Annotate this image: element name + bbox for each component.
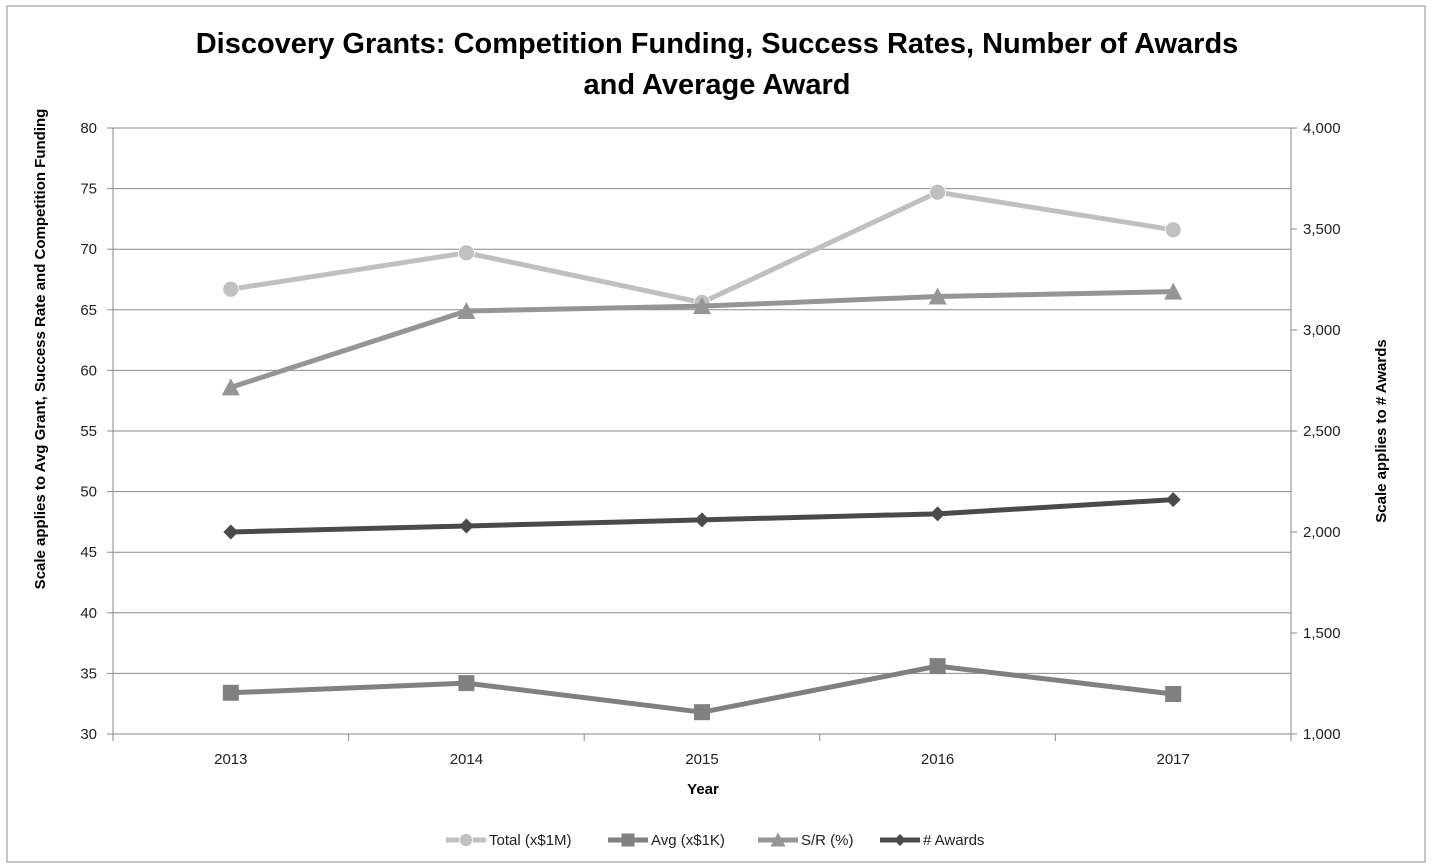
series [221,183,1183,721]
data-point-s-r-2013 [221,378,240,396]
y-right-tick-label: 2,000 [1303,524,1341,541]
y-left-tick-label: 65 [80,302,97,319]
legend-marker-total-x-1m [459,833,473,847]
data-point-awards-2013 [223,524,239,540]
legend-label-s-r: S/R (%) [801,832,854,849]
y-right-tick-label: 4,000 [1303,120,1341,137]
y-axis-right-title: Scale applies to # Awards [1373,339,1390,522]
data-point-awards-2017 [1165,492,1181,508]
y-left-tick-label: 45 [80,544,97,561]
y-axis-left-title: Scale applies to Avg Grant, Success Rate… [32,109,49,590]
legend-marker-s-r [770,832,786,847]
y-left-tick-label: 75 [80,181,97,198]
y-right-tick-label: 3,500 [1303,221,1341,238]
legend-marker-avg-x-1k [621,833,635,847]
data-point-awards-2015 [694,512,710,528]
data-point-total-x-1m-2013 [222,280,240,298]
y-left-tick-label: 60 [80,362,97,379]
x-tick-label: 2013 [214,751,247,768]
data-point-total-x-1m-2014 [457,244,475,262]
data-point-avg-x-1k-2013 [222,684,239,701]
data-point-avg-x-1k-2015 [694,704,710,721]
data-point-awards-2014 [458,518,474,534]
chart-title-line-1: Discovery Grants: Competition Funding, S… [196,28,1239,60]
y-right-tick-label: 1,000 [1303,726,1341,743]
y-left-tick-label: 70 [80,241,97,258]
y-left-tick-label: 50 [80,484,97,501]
x-tick-label: 2016 [921,751,954,768]
data-point-awards-2016 [930,506,946,522]
data-point-s-r-2015 [693,297,711,315]
y-right-tick-label: 3,000 [1303,322,1341,339]
x-tick-label: 2014 [450,751,483,768]
legend-label-avg-x-1k: Avg (x$1K) [651,832,725,849]
chart-title-line-2: and Average Award [583,69,850,101]
y-right-tick-label: 2,500 [1303,423,1341,440]
data-point-s-r-2016 [928,287,947,305]
x-tick-label: 2015 [685,751,718,768]
legend-label-awards: # Awards [923,832,984,849]
y-left-tick-label: 80 [80,120,97,137]
legend: Total (x$1M) Avg (x$1K) S/R (%) # Awards [446,832,984,849]
legend-marker-awards [894,834,906,846]
data-point-s-r-2014 [457,302,476,320]
data-point-total-x-1m-2017 [1164,221,1182,239]
axes: 30 35 40 45 50 55 60 65 70 75 80 1,000 1,500 2,000 2,5… [80,120,1340,768]
x-axis-title: Year [687,781,719,798]
y-right-tick-label: 1,500 [1303,625,1341,642]
y-left-tick-label: 40 [80,605,97,622]
data-point-avg-x-1k-2016 [929,658,946,675]
x-tick-label: 2017 [1157,751,1190,768]
y-left-tick-label: 35 [80,665,97,682]
y-left-tick-label: 30 [80,726,97,743]
y-left-tick-label: 55 [80,423,97,440]
legend-label-total-x-1m: Total (x$1M) [489,832,572,849]
data-point-total-x-1m-2016 [929,183,946,201]
data-point-avg-x-1k-2017 [1165,686,1182,703]
data-point-s-r-2017 [1164,282,1183,300]
data-point-avg-x-1k-2014 [458,675,475,692]
chart-border [6,5,1426,863]
